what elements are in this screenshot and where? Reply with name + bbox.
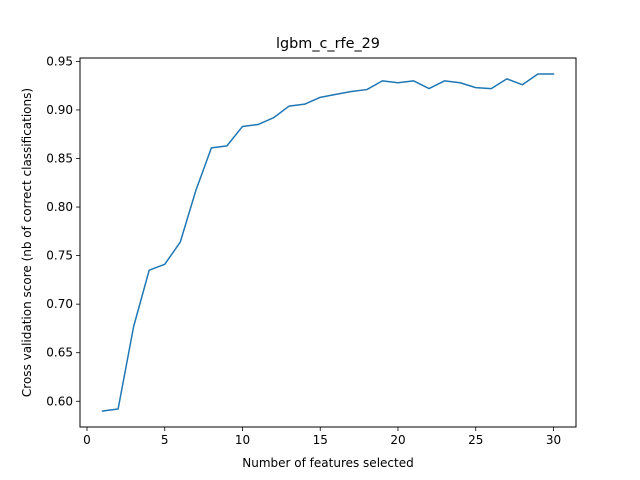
y-tick-label: 0.70 — [46, 297, 73, 311]
x-tick-label: 30 — [546, 433, 561, 447]
x-tick-label: 5 — [161, 433, 169, 447]
series-line — [101, 73, 555, 412]
y-axis-ticks: 0.60 0.65 0.70 0.75 0.80 0.85 0.90 0.95 — [46, 54, 80, 408]
y-tick-label: 0.90 — [46, 103, 73, 117]
x-axis-ticks: 0 5 10 15 20 25 30 — [83, 427, 561, 447]
x-tick-label: 20 — [390, 433, 405, 447]
x-tick-label: 0 — [83, 433, 91, 447]
series-layer — [101, 73, 555, 412]
axes-frame — [79, 57, 577, 428]
x-tick-label: 10 — [235, 433, 250, 447]
plot-area — [80, 58, 576, 427]
x-tick-label: 15 — [313, 433, 328, 447]
x-axis-label: Number of features selected — [242, 456, 413, 470]
y-tick-label: 0.95 — [46, 54, 73, 68]
chart-title: lgbm_c_rfe_29 — [276, 36, 380, 52]
y-tick-label: 0.65 — [46, 346, 73, 360]
y-tick-label: 0.85 — [46, 152, 73, 166]
y-tick-label: 0.80 — [46, 200, 73, 214]
y-tick-label: 0.60 — [46, 394, 73, 408]
x-tick-label: 25 — [468, 433, 483, 447]
y-tick-label: 0.75 — [46, 249, 73, 263]
y-axis-label: Cross validation score (nb of correct cl… — [20, 88, 34, 397]
